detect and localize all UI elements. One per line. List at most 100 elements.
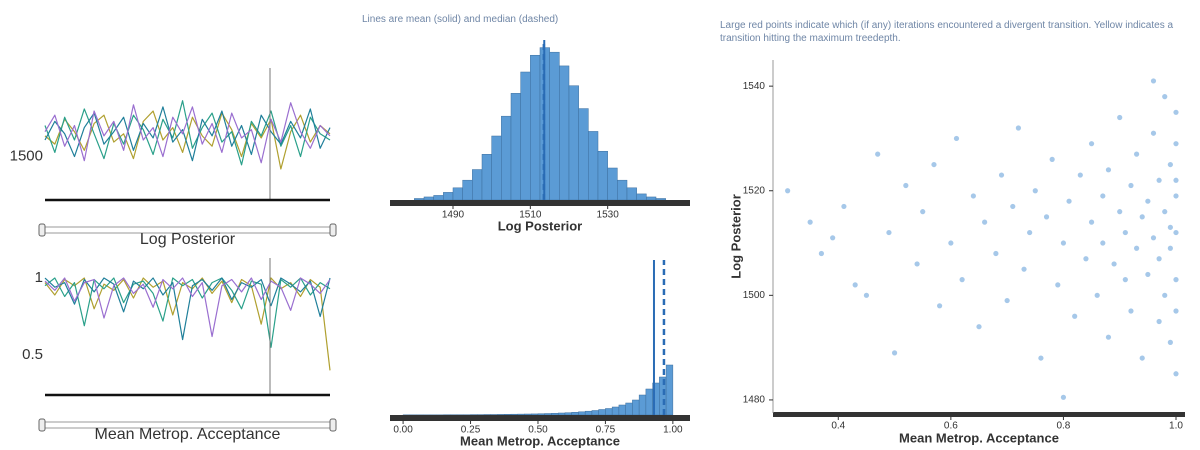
scatter-point	[1173, 308, 1179, 314]
histogram-bar	[578, 411, 586, 416]
histogram-bar	[549, 51, 560, 201]
histogram-bar	[636, 193, 647, 201]
trace-line	[44, 106, 331, 162]
scatter-point	[875, 151, 881, 157]
scatter-point	[1145, 198, 1151, 204]
y-tick-label: 0.5	[22, 346, 43, 363]
histogram-bar	[626, 187, 637, 201]
scatter-point	[1173, 229, 1179, 236]
histogram-bar	[490, 414, 498, 416]
histogram-bar	[537, 413, 545, 416]
scatter-point	[1173, 193, 1179, 199]
histogram-bar	[517, 413, 525, 416]
scatter-point	[1088, 219, 1095, 225]
scatter-point	[886, 229, 892, 236]
scatter-point	[959, 277, 965, 283]
x-tick-label: 1.00	[663, 425, 683, 436]
histogram-bar	[510, 93, 521, 201]
scatter-point	[1122, 229, 1128, 236]
x-tick-label: 1510	[519, 210, 542, 221]
histogram-bar	[625, 402, 633, 416]
scatter-point	[1032, 188, 1038, 194]
histogram-bar	[501, 115, 512, 201]
x-axis	[773, 412, 1185, 417]
x-axis	[390, 415, 690, 421]
histogram-bar	[504, 414, 512, 416]
x-tick-label: 1.0	[1169, 421, 1183, 432]
histogram-bar	[559, 65, 570, 201]
histogram-bar	[491, 135, 502, 201]
scatter-point	[1173, 371, 1179, 377]
histogram-bar	[568, 85, 579, 201]
y-tick-label: 1540	[743, 81, 766, 92]
histogram-bar	[578, 108, 589, 201]
histogram-bar	[564, 412, 572, 416]
histogram-bar	[472, 169, 483, 201]
scatter-point	[1150, 78, 1157, 84]
histogram-bar	[414, 198, 425, 201]
scatter-point	[1043, 214, 1050, 220]
histogram-bar	[598, 409, 606, 416]
scatter-point	[852, 282, 858, 288]
scatter-point	[1072, 313, 1078, 319]
histogram-bar	[510, 413, 518, 416]
scatter-point	[970, 193, 976, 199]
x-tick-label: 0.50	[528, 425, 548, 436]
scatter-point	[818, 250, 825, 257]
histogram-bar	[452, 187, 463, 201]
y-axis-label: Log Posterior	[728, 194, 743, 279]
x-tick-label: 1490	[442, 210, 465, 221]
histogram-bar	[646, 196, 657, 201]
histogram-bar	[632, 399, 640, 416]
scatter-point	[1133, 245, 1140, 251]
y-tick-label: 1	[35, 269, 43, 286]
scatter-point	[1088, 141, 1095, 147]
histogram-bar	[423, 196, 434, 201]
scatter-point	[891, 350, 898, 356]
scatter-point	[1156, 318, 1162, 325]
scatter-point	[1156, 177, 1162, 183]
histogram-bar	[665, 364, 674, 416]
scatter-point	[841, 203, 847, 210]
trace-line	[44, 100, 331, 166]
histogram-bar	[483, 414, 492, 416]
scatter-point	[1128, 308, 1134, 314]
scatter-point	[993, 250, 999, 257]
scatter-point	[903, 182, 909, 189]
histogram-bar	[433, 195, 444, 201]
scatter-point	[998, 172, 1005, 178]
histogram-bar	[611, 406, 620, 416]
histogram-bar	[530, 54, 541, 201]
scatter-point	[1139, 355, 1145, 361]
scatter-point	[1060, 394, 1067, 400]
scatter-point	[1111, 261, 1117, 267]
slider-label: Log Posterior	[140, 231, 236, 248]
scatter-point	[1128, 182, 1134, 189]
histogram-bar	[571, 412, 579, 416]
scatter-point	[1122, 277, 1128, 283]
scatter-point	[1167, 245, 1173, 251]
trace-line	[44, 277, 331, 341]
histogram-bar	[481, 154, 492, 201]
histogram-caption: Lines are mean (solid) and median (dashe…	[362, 14, 559, 25]
scatter-caption: Large red points indicate which (if any)…	[720, 20, 1174, 44]
scatter-point	[1150, 130, 1157, 136]
scatter-point	[1117, 114, 1123, 121]
scatter-point	[1156, 256, 1162, 262]
histogram-bar	[530, 413, 539, 416]
scatter-point	[1167, 339, 1173, 345]
trace-line	[44, 102, 331, 164]
scatter-point	[914, 261, 920, 267]
slider-handle	[329, 418, 337, 432]
scatter-point	[1173, 177, 1179, 183]
scatter-point	[807, 219, 813, 225]
scatter-point	[1162, 292, 1168, 298]
slider-label: Mean Metrop. Acceptance	[95, 426, 281, 443]
x-axis	[390, 200, 690, 206]
scatter-point	[1139, 214, 1145, 220]
y-tick-label: 1480	[743, 395, 766, 406]
histogram-bar	[655, 198, 666, 201]
scatter-point	[1145, 271, 1151, 278]
scatter-point	[1055, 282, 1061, 288]
